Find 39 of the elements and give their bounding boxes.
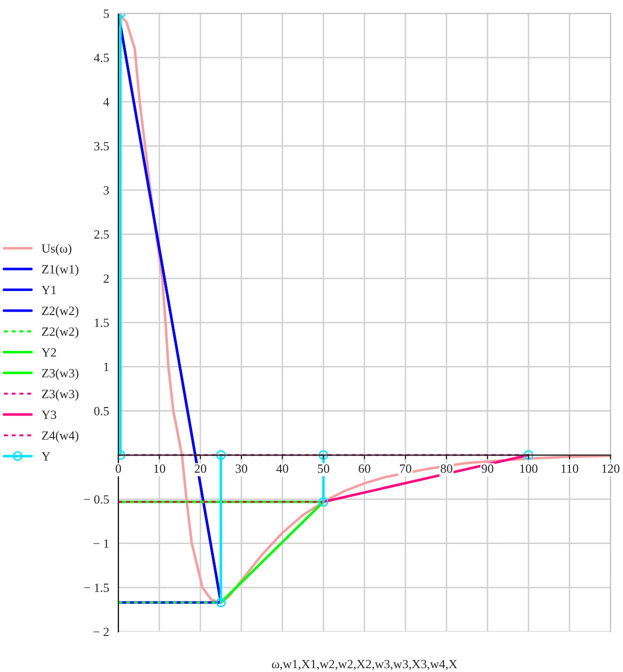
legend-label: Z1(w1) bbox=[42, 264, 78, 276]
x-tick-label: 20 bbox=[194, 464, 206, 473]
x-tick-label: 0 bbox=[116, 464, 122, 473]
legend-label: Y3 bbox=[42, 410, 56, 419]
y-tick-label: − 1.5 bbox=[84, 584, 109, 592]
legend-label: Y2 bbox=[42, 348, 56, 357]
x-tick-label: 50 bbox=[318, 464, 330, 473]
y-tick-label: 4.5 bbox=[94, 54, 109, 62]
x-tick-label: 90 bbox=[482, 464, 494, 473]
legend-label: Z2(w2) bbox=[42, 306, 78, 318]
y-tick-label: 2.5 bbox=[94, 230, 109, 239]
x-tick-label: 70 bbox=[400, 464, 412, 473]
x-tick-label: 120 bbox=[602, 464, 620, 473]
y-tick-label: 3 bbox=[104, 186, 109, 195]
y-tick-label: 5 bbox=[104, 10, 109, 18]
y-tick-label: − 1 bbox=[94, 539, 109, 548]
y-tick-label: 3.5 bbox=[94, 142, 109, 150]
x-tick-label: 100 bbox=[520, 464, 538, 473]
legend-label: Z3(w3) bbox=[42, 368, 78, 380]
legend-label: Z4(w4) bbox=[42, 430, 78, 442]
x-tick-label: 60 bbox=[358, 464, 370, 473]
y-tick-label: − 0.5 bbox=[84, 495, 109, 504]
legend-label: Y1 bbox=[42, 286, 56, 294]
x-tick-label: 40 bbox=[276, 464, 288, 473]
x-tick-label: 110 bbox=[561, 464, 578, 473]
legend-label: Us(ω) bbox=[42, 244, 72, 256]
x-tick-label: 30 bbox=[236, 464, 248, 473]
x-axis-title: ω,w1,X1,w2,w2,X2,w3,w3,X3,w4,X bbox=[272, 660, 458, 670]
x-tick-label: 80 bbox=[440, 464, 452, 473]
legend-label: Z2(w2) bbox=[42, 327, 78, 338]
legend-label: Z3(w3) bbox=[42, 389, 78, 401]
y-tick-label: 1 bbox=[104, 362, 109, 372]
y-tick-label: 2 bbox=[104, 274, 109, 283]
y-tick-label: 0.5 bbox=[94, 406, 109, 416]
y-tick-label: 4 bbox=[103, 98, 110, 106]
y-tick-label: 1.5 bbox=[94, 318, 109, 328]
x-tick-label: 10 bbox=[154, 464, 166, 473]
y-tick-label: − 2 bbox=[94, 628, 109, 636]
legend-label: Y bbox=[42, 452, 50, 460]
